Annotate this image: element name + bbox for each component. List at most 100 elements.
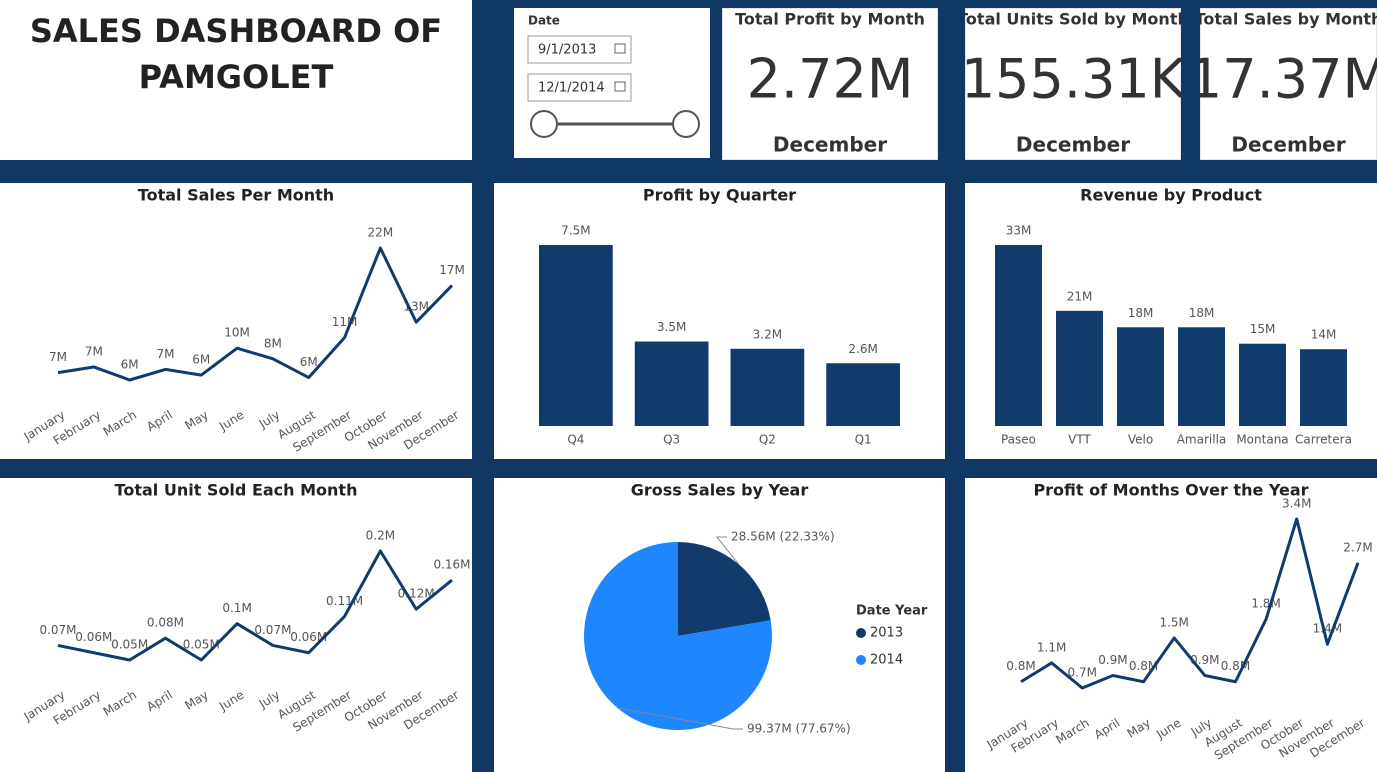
bar bbox=[730, 348, 805, 426]
card-period: December bbox=[773, 133, 887, 157]
kpi-card: Total Sales by Month 17.37M December bbox=[1195, 8, 1377, 160]
legend-label: 2014 bbox=[870, 653, 903, 668]
x-tick-label: Montana bbox=[1236, 433, 1288, 447]
kpi-card: Total Profit by Month 2.72M December bbox=[722, 8, 938, 160]
bar bbox=[1300, 349, 1347, 426]
card-value: 155.31K bbox=[961, 48, 1187, 111]
data-label: 21M bbox=[1067, 289, 1093, 303]
x-tick-label: Velo bbox=[1128, 433, 1153, 447]
legend-marker bbox=[856, 655, 866, 665]
slider-handle[interactable] bbox=[672, 110, 700, 138]
data-label: 18M bbox=[1128, 306, 1154, 320]
data-label: 0.1M bbox=[222, 601, 251, 615]
x-tick-label: Amarilla bbox=[1177, 433, 1227, 447]
data-label: 0.05M bbox=[111, 638, 148, 652]
dashboard-title: SALES DASHBOARD OF PAMGOLET bbox=[29, 12, 443, 96]
bar bbox=[1117, 327, 1164, 426]
data-label: 2.7M bbox=[1343, 540, 1372, 554]
bar bbox=[995, 245, 1042, 426]
calendar-icon[interactable] bbox=[614, 81, 626, 92]
data-label: 0.11M bbox=[326, 594, 363, 608]
chart-panel: Profit of Months Over the Year0.8MJanuar… bbox=[965, 478, 1377, 772]
data-label: 0.9M bbox=[1190, 653, 1219, 667]
card-period: December bbox=[1016, 133, 1130, 157]
slicer-label: Date bbox=[528, 14, 560, 28]
bar bbox=[634, 341, 709, 426]
data-label: 0.16M bbox=[433, 558, 470, 572]
panel-bg bbox=[965, 478, 1377, 772]
x-tick-label: Q3 bbox=[663, 433, 680, 447]
data-label: 0.7M bbox=[1068, 666, 1097, 680]
chart-title: Total Unit Sold Each Month bbox=[115, 481, 358, 500]
x-tick-label: VTT bbox=[1068, 433, 1091, 447]
data-label: 0.05M bbox=[183, 638, 220, 652]
data-label: 3.4M bbox=[1282, 497, 1311, 511]
bar bbox=[1178, 327, 1225, 426]
slider-handle[interactable] bbox=[530, 110, 558, 138]
data-label: 33M bbox=[1006, 224, 1032, 238]
legend-marker bbox=[856, 628, 866, 638]
chart-title: Profit by Quarter bbox=[643, 186, 796, 205]
end-date-box[interactable] bbox=[527, 73, 632, 102]
data-label: 8M bbox=[264, 336, 282, 350]
line bbox=[57, 549, 453, 662]
card-title: Total Profit by Month bbox=[735, 10, 925, 29]
x-tick-label: Paseo bbox=[1001, 433, 1036, 447]
data-label: 6M bbox=[192, 353, 210, 367]
data-label: 0.2M bbox=[366, 529, 395, 543]
data-label: 1.8M bbox=[1251, 597, 1280, 611]
card-title: Total Sales by Month bbox=[1195, 10, 1377, 29]
x-tick-label: Q2 bbox=[759, 433, 776, 447]
x-tick-label: Q4 bbox=[567, 433, 584, 447]
chart-title: Revenue by Product bbox=[1080, 186, 1262, 205]
card-bg bbox=[722, 8, 938, 160]
data-label: 0.06M bbox=[75, 630, 112, 644]
data-label: 0.07M bbox=[39, 623, 76, 637]
card-bg bbox=[1200, 8, 1377, 160]
data-label: 3.5M bbox=[657, 320, 686, 334]
line bbox=[1020, 517, 1360, 690]
data-label: 18M bbox=[1189, 306, 1215, 320]
card-bg bbox=[965, 8, 1181, 160]
bar bbox=[1239, 343, 1286, 426]
panel-bg bbox=[0, 183, 472, 459]
date-slicer: Date 9/1/2013 12/1/2014 bbox=[514, 8, 710, 158]
title-panel bbox=[0, 0, 472, 160]
chart-panel: Revenue by Product 33M Paseo 21M VTT 18M Velo 1… bbox=[965, 183, 1377, 459]
bar bbox=[826, 363, 900, 426]
data-label: 0.08M bbox=[147, 616, 184, 630]
data-label: 1.5M bbox=[1159, 615, 1188, 629]
data-label: 1.1M bbox=[1037, 640, 1066, 654]
data-label: 7M bbox=[49, 350, 67, 364]
data-label: 14M bbox=[1311, 328, 1337, 342]
data-label: 6M bbox=[121, 358, 139, 372]
kpi-card: Total Units Sold by Month 155.31K December bbox=[957, 8, 1189, 160]
card-value: 2.72M bbox=[747, 48, 914, 111]
data-label: 0.06M bbox=[290, 630, 327, 644]
data-label: 22M bbox=[368, 226, 394, 240]
card-period: December bbox=[1231, 133, 1345, 157]
chart-panel: Total Unit Sold Each Month0.07MJanuary0.… bbox=[0, 478, 472, 772]
pie-slice bbox=[584, 542, 772, 730]
start-date: 9/1/2013 bbox=[538, 43, 596, 58]
data-label: 2.6M bbox=[848, 342, 877, 356]
chart-panel: Total Sales Per Month7MJanuary7MFebruary… bbox=[0, 183, 472, 459]
start-date-box[interactable] bbox=[527, 35, 632, 64]
bar bbox=[539, 245, 613, 426]
data-label: 0.12M bbox=[398, 587, 435, 601]
legend-label: 2013 bbox=[870, 626, 903, 641]
leader-line bbox=[715, 536, 740, 565]
data-label: 0.8M bbox=[1006, 659, 1035, 673]
bar bbox=[1056, 310, 1103, 426]
calendar-icon[interactable] bbox=[614, 43, 626, 54]
data-label: 7M bbox=[85, 344, 103, 358]
chart-title: Profit of Months Over the Year bbox=[1033, 481, 1308, 500]
line bbox=[57, 246, 454, 382]
data-label: 15M bbox=[1250, 322, 1276, 336]
data-label: 7.5M bbox=[561, 224, 590, 238]
card-title: Total Units Sold by Month bbox=[957, 10, 1189, 29]
x-tick-label: Carretera bbox=[1295, 433, 1352, 447]
data-label: 28.56M (22.33%) bbox=[731, 530, 835, 544]
